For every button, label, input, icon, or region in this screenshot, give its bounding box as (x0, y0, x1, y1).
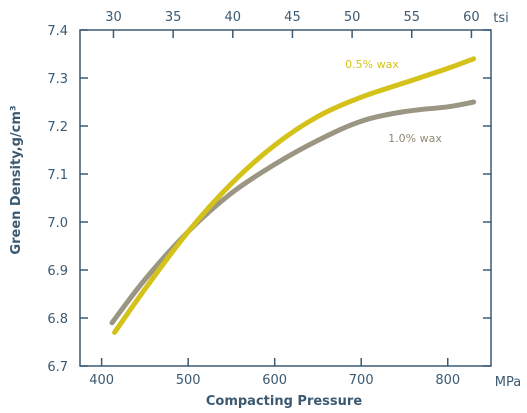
y-tick-label: 6.7 (47, 360, 68, 375)
y-tick-label: 6.9 (47, 264, 68, 279)
y-axis-title: Green Density,g/cm³ (9, 105, 24, 254)
x-tick-label: 600 (262, 373, 287, 388)
plot-frame (79, 29, 492, 367)
x2-tick-label: 45 (284, 10, 301, 25)
x-axis-ticks: 400 500 600 700 800 (89, 358, 460, 388)
x-tick-label: 800 (435, 373, 460, 388)
series-group (109, 56, 477, 335)
x2-tick-label: 55 (403, 10, 420, 25)
x2-axis-unit: tsi (493, 11, 508, 26)
x2-tick-label: 40 (225, 10, 242, 25)
x2-tick-label: 30 (105, 10, 122, 25)
y-tick-label: 7.2 (47, 120, 68, 135)
x-tick-label: 700 (349, 373, 374, 388)
y-tick-label: 7.3 (47, 72, 68, 87)
y-tick-label: 7.0 (47, 216, 68, 231)
y-axis-ticks: 6.7 6.8 6.9 7.0 7.1 7.2 7.3 7.4 (47, 24, 491, 375)
series-label-1.0-wax: 1.0% wax (388, 132, 442, 145)
series-line-0.5-wax (112, 56, 477, 335)
series-line-1.0-wax (109, 99, 477, 326)
x2-tick-label: 60 (463, 10, 480, 25)
y-tick-label: 7.1 (47, 168, 68, 183)
y-tick-label: 6.8 (47, 312, 68, 327)
x2-axis-ticks: 30 35 40 45 50 55 60 (105, 10, 480, 38)
x2-tick-label: 35 (165, 10, 182, 25)
x-tick-label: 400 (89, 373, 114, 388)
x-axis-title: Compacting Pressure (206, 394, 362, 409)
x2-tick-label: 50 (344, 10, 361, 25)
series-label-0.5-wax: 0.5% wax (345, 58, 399, 71)
x-axis-unit: MPa (495, 375, 521, 390)
x-tick-label: 500 (176, 373, 201, 388)
y-tick-label: 7.4 (47, 24, 68, 39)
